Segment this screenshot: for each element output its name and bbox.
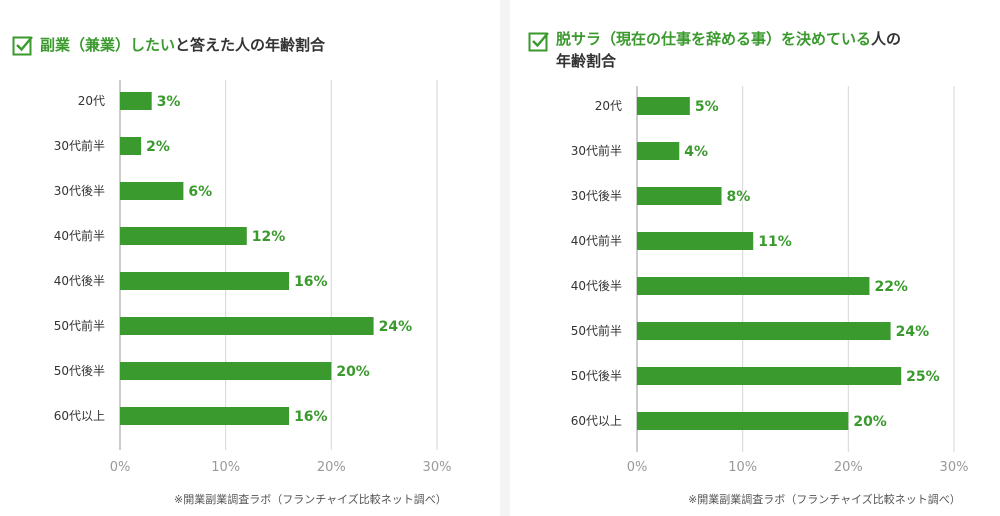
bar: [637, 277, 870, 295]
checkbox-icon: [528, 32, 549, 52]
bar: [637, 187, 722, 205]
x-tick-label: 20%: [834, 460, 863, 475]
chart-title-line2: 年齢割合: [556, 52, 617, 70]
checkbox-icon: [12, 36, 33, 56]
value-label: 20%: [853, 414, 887, 430]
category-label: 40代後半: [571, 279, 622, 293]
value-label: 8%: [727, 189, 751, 205]
bar: [120, 407, 290, 425]
bar: [637, 412, 849, 430]
value-label: 6%: [188, 184, 212, 200]
x-tick-label: 30%: [940, 460, 969, 475]
category-label: 40代前半: [54, 228, 105, 243]
x-tick-label: 10%: [728, 460, 757, 475]
chart-title-rest: と答えた人の年齢割合: [175, 36, 326, 54]
x-tick-label: 10%: [211, 460, 240, 475]
bar: [637, 367, 902, 385]
bar: [120, 317, 374, 335]
value-label: 11%: [758, 234, 792, 250]
bar: [120, 92, 152, 110]
x-tick-label: 0%: [627, 460, 648, 475]
category-label: 30代前半: [54, 138, 105, 153]
category-label: 60代以上: [571, 414, 622, 428]
value-label: 16%: [294, 409, 328, 425]
value-label: 24%: [379, 319, 413, 335]
bar-chart: 0% 10% 20% 30% 20代 3% 30代前半 2% 30代後半 6% 40代前半 12% 40…: [54, 80, 452, 475]
category-label: 30代後半: [54, 184, 105, 198]
bar: [120, 137, 142, 155]
value-label: 16%: [294, 274, 328, 290]
chart-panel-quit-job: 脱サラ（現在の仕事を辞める事）を決めている人の 年齢割合 0% 10% 20% 30%…: [510, 0, 1000, 516]
value-label: 25%: [906, 369, 940, 385]
chart-title-rest: 人の: [871, 30, 902, 48]
bar: [637, 322, 891, 340]
value-label: 12%: [252, 229, 286, 245]
bar: [637, 142, 680, 160]
bar: [120, 272, 290, 290]
chart-panel-side-job: 副業（兼業）したいと答えた人の年齢割合 0% 10% 20% 30% 20代 3% 30代前…: [12, 34, 452, 506]
value-label: 22%: [874, 279, 908, 295]
category-label: 30代前半: [571, 143, 622, 158]
value-label: 20%: [336, 364, 370, 380]
category-label: 50代前半: [571, 323, 622, 338]
x-tick-label: 20%: [317, 460, 346, 475]
category-label: 30代後半: [571, 189, 622, 203]
category-label: 20代: [595, 99, 622, 113]
bar: [637, 232, 754, 250]
source-note: ※開業副業調査ラボ（フランチャイズ比較ネット調べ）: [174, 493, 447, 506]
category-label: 40代前半: [571, 233, 622, 248]
bar: [120, 227, 247, 245]
chart-title: 副業（兼業）したいと答えた人の年齢割合: [40, 34, 325, 56]
chart-title-highlight: 脱サラ（現在の仕事を辞める事）を決めている: [556, 30, 872, 48]
value-label: 4%: [684, 144, 708, 160]
category-label: 60代以上: [54, 409, 105, 423]
chart-title: 脱サラ（現在の仕事を辞める事）を決めている人の: [556, 28, 901, 50]
panel-divider: [500, 0, 510, 516]
chart-title-highlight: 副業（兼業）したい: [40, 36, 176, 54]
value-label: 3%: [157, 94, 181, 110]
x-tick-label: 0%: [110, 460, 131, 475]
category-label: 50代前半: [54, 318, 105, 333]
bar: [637, 97, 690, 115]
category-label: 40代後半: [54, 274, 105, 288]
category-label: 50代後半: [571, 369, 622, 383]
category-label: 20代: [78, 94, 105, 108]
bar: [120, 182, 184, 200]
source-note: ※開業副業調査ラボ（フランチャイズ比較ネット調べ）: [688, 493, 961, 506]
value-label: 2%: [146, 139, 170, 155]
x-tick-label: 30%: [423, 460, 452, 475]
value-label: 24%: [896, 324, 930, 340]
bar-chart: 0% 10% 20% 30% 20代 5% 30代前半 4% 30代後半 8% 40代前半 11% 40…: [571, 86, 969, 475]
category-label: 50代後半: [54, 364, 105, 378]
bar: [120, 362, 332, 380]
value-label: 5%: [695, 99, 719, 115]
